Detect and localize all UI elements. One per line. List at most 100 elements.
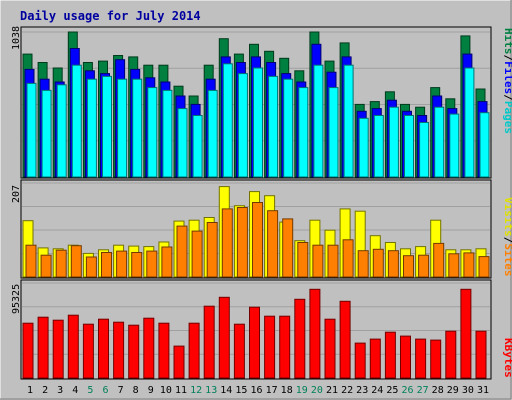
bar-kbytes-day-29 <box>445 330 457 379</box>
bar-kbytes-day-10 <box>158 322 170 379</box>
panel-top <box>20 26 492 179</box>
bar-kbytes-day-21 <box>324 318 336 379</box>
x-tick-label-14: 14 <box>220 385 232 396</box>
bar-kbytes-day-28 <box>430 339 442 379</box>
bar-sites-day-16 <box>252 202 263 278</box>
bar-pages-day-6 <box>102 75 112 178</box>
bar-kbytes-day-18 <box>279 315 291 379</box>
bar-sites-day-21 <box>327 244 339 278</box>
x-tick-label-27: 27 <box>417 385 429 396</box>
x-tick-labels: 1 2 3 4 5 6 7 8 9 10 11 12 13 14 15 16 17 18 19 20 21 22 23 24 2… <box>27 385 489 396</box>
bar-sites-day-26 <box>403 255 414 278</box>
bar-kbytes-day-20 <box>309 288 321 379</box>
bar-pages-day-7 <box>117 78 128 178</box>
bar-kbytes-day-6 <box>98 318 109 379</box>
bar-pages-day-9 <box>147 87 158 178</box>
bar-kbytes-day-9 <box>143 317 155 379</box>
x-tick-label-1: 1 <box>27 385 33 396</box>
bar-kbytes-day-17 <box>264 315 276 379</box>
x-tick-label-5: 5 <box>87 385 93 396</box>
bar-sites-day-23 <box>357 250 369 278</box>
bar-sites-day-18 <box>282 218 294 278</box>
bar-kbytes-day-5 <box>82 323 94 379</box>
x-tick-label-9: 9 <box>148 385 154 396</box>
bar-pages-day-16 <box>253 67 263 178</box>
bar-pages-day-2 <box>41 89 52 178</box>
bar-pages-day-5 <box>86 78 97 178</box>
bar-sites-day-25 <box>387 250 399 278</box>
bar-kbytes-day-25 <box>384 331 396 379</box>
bar-pages-day-26 <box>404 115 414 178</box>
bar-kbytes-day-4 <box>67 314 79 379</box>
bar-sites-day-24 <box>372 248 384 278</box>
x-tick-label-22: 22 <box>341 385 353 396</box>
bar-sites-day-8 <box>131 252 143 278</box>
x-tick-label-8: 8 <box>133 385 139 396</box>
bar-pages-day-14 <box>222 63 233 178</box>
bar-kbytes-day-30 <box>460 288 472 379</box>
x-tick-label-17: 17 <box>266 385 278 396</box>
bar-pages-day-17 <box>268 75 279 178</box>
x-tick-label-15: 15 <box>235 385 247 396</box>
x-tick-label-2: 2 <box>42 385 48 396</box>
bar-pages-day-25 <box>388 106 399 178</box>
bar-pages-day-12 <box>192 115 203 178</box>
bar-kbytes-day-22 <box>339 300 351 379</box>
legend-middle-visits: Visits <box>502 197 512 237</box>
bar-kbytes-day-23 <box>354 342 366 379</box>
bar-pages-day-22 <box>343 64 354 178</box>
x-tick-label-24: 24 <box>371 385 383 396</box>
bar-kbytes-day-19 <box>294 298 306 379</box>
panel-middle-frame <box>20 179 492 279</box>
x-tick-label-23: 23 <box>356 385 368 396</box>
bar-pages-day-4 <box>71 64 82 178</box>
x-tick-label-31: 31 <box>477 385 489 396</box>
panel-bottom-frame <box>20 279 492 380</box>
bar-sites-day-3 <box>55 249 67 278</box>
bar-pages-day-19 <box>298 87 309 178</box>
bar-sites-day-13 <box>206 222 218 278</box>
bar-sites-day-6 <box>101 252 112 278</box>
x-tick-label-21: 21 <box>326 385 338 396</box>
bar-sites-day-19 <box>297 242 309 278</box>
legend-bottom: KBytes <box>502 338 512 378</box>
bar-kbytes-day-1 <box>22 322 34 379</box>
bar-pages-day-1 <box>26 82 37 178</box>
bar-kbytes-day-27 <box>415 338 427 379</box>
bar-kbytes-day-15 <box>233 323 245 379</box>
middle-max-label: 207 <box>11 185 22 203</box>
legend-top-sep2: / <box>502 94 512 101</box>
x-tick-label-10: 10 <box>160 385 172 396</box>
panel-top-frame <box>20 26 492 179</box>
x-tick-label-29: 29 <box>447 385 459 396</box>
x-tick-label-3: 3 <box>57 385 63 396</box>
x-tick-label-20: 20 <box>311 385 323 396</box>
bar-pages-day-3 <box>56 84 67 178</box>
top-max-label: 1038 <box>11 26 22 50</box>
legend-top-hits: Hits <box>502 28 512 55</box>
x-tick-label-30: 30 <box>462 385 474 396</box>
bar-kbytes-day-13 <box>203 305 215 379</box>
bar-pages-day-31 <box>479 112 490 178</box>
legend-top: Hits/Files/Pages <box>502 28 512 134</box>
bar-sites-day-11 <box>176 225 188 278</box>
bar-kbytes-day-31 <box>475 330 487 379</box>
x-tick-label-13: 13 <box>205 385 217 396</box>
bar-pages-day-27 <box>419 122 430 178</box>
bar-pages-day-30 <box>464 67 475 178</box>
bar-sites-day-17 <box>267 210 279 278</box>
legend-top-files: Files <box>502 61 512 94</box>
bar-sites-day-28 <box>433 242 445 278</box>
bar-sites-day-14 <box>221 208 233 278</box>
x-tick-label-11: 11 <box>175 385 187 396</box>
x-tick-label-28: 28 <box>432 385 444 396</box>
bar-kbytes-day-8 <box>128 324 140 379</box>
bar-sites-day-7 <box>116 250 128 278</box>
bar-pages-day-20 <box>313 64 324 178</box>
bar-pages-day-15 <box>237 73 248 178</box>
panel-middle <box>20 179 492 279</box>
legend-top-sep1: / <box>502 55 512 62</box>
bar-kbytes-day-11 <box>173 345 185 379</box>
bar-pages-day-29 <box>449 113 460 178</box>
x-tick-label-25: 25 <box>386 385 398 396</box>
